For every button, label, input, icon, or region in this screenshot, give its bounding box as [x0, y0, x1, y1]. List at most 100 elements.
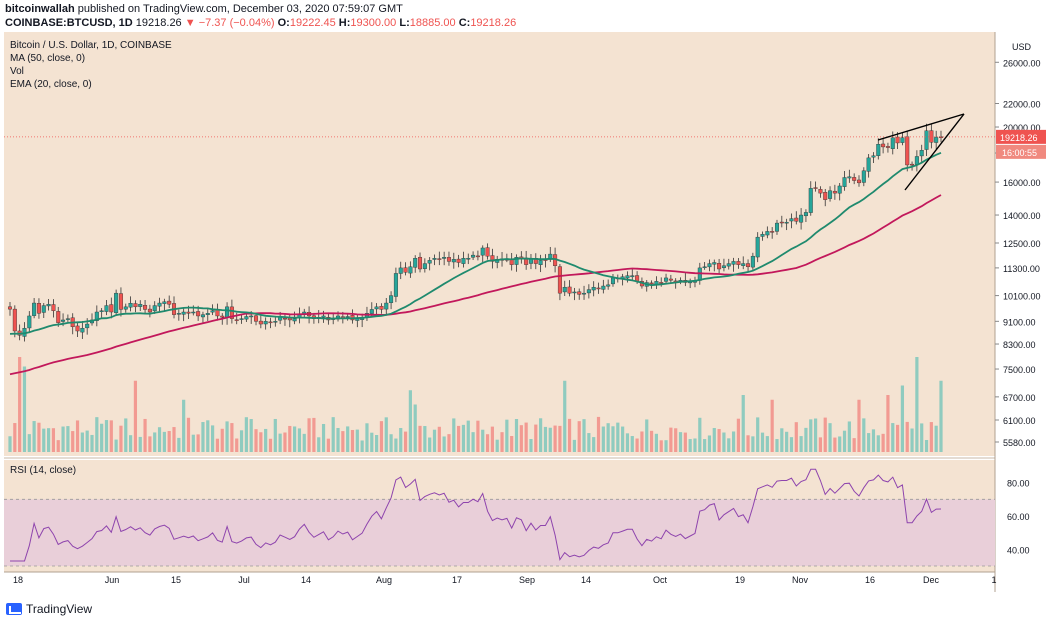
candle-body [374, 306, 379, 310]
time-axis-label: Jul [238, 575, 250, 585]
price-tick-label: 12500.00 [1003, 239, 1041, 249]
tradingview-logo-icon [6, 603, 22, 615]
candle-body [418, 256, 423, 270]
volume-bar [809, 419, 813, 452]
currency-label: USD [1012, 42, 1032, 52]
candle-body [432, 258, 437, 260]
candle-body [128, 303, 133, 308]
volume-bar [669, 427, 673, 452]
volume-bar [461, 424, 466, 452]
volume-bar [828, 423, 832, 452]
volume-bar [548, 427, 552, 452]
rsi-legend: RSI (14, close) [10, 465, 76, 476]
rsi-tick-label: 40.00 [1007, 545, 1030, 555]
candle-body [345, 316, 350, 318]
volume-bar [539, 418, 543, 452]
wedge-lower-trendline [904, 113, 965, 191]
volume-bar [8, 436, 12, 452]
volume-bar [244, 417, 248, 452]
volume-bar [582, 419, 586, 452]
candle-body [389, 295, 394, 303]
volume-bar [529, 438, 533, 452]
price-change: −7.37 (−0.04%) [198, 17, 275, 29]
candle-body [398, 267, 403, 274]
candle-body [586, 289, 591, 294]
volume-bar [355, 429, 359, 452]
candle-body [929, 130, 934, 143]
candle-body [823, 192, 828, 200]
volume-bar [842, 430, 847, 452]
volume-bar [881, 433, 885, 452]
rsi-line [10, 468, 942, 562]
last-price: 19218.26 [135, 17, 182, 29]
candle-body [114, 292, 119, 314]
candle-body [562, 286, 567, 293]
volume-bar [703, 439, 707, 452]
volume-bar [596, 416, 601, 452]
candle-body [808, 188, 813, 213]
candle-body [123, 306, 128, 310]
candle-body [919, 150, 924, 157]
volume-bar [813, 418, 818, 452]
candle-body [557, 266, 562, 294]
candle-body [393, 273, 398, 297]
time-axis-label: Dec [923, 575, 940, 585]
volume-bar [871, 429, 876, 452]
candle-body [890, 137, 895, 149]
volume-bar [616, 422, 620, 452]
volume-bar [534, 424, 538, 452]
tradingview-brand[interactable]: TradingView [6, 602, 92, 616]
volume-bar [148, 436, 152, 452]
candle-body [254, 315, 259, 322]
candle-body [702, 266, 707, 269]
volume-bar [625, 433, 630, 452]
candle-body [905, 136, 910, 166]
publish-header: bitcoinwallah published on TradingView.c… [0, 0, 1047, 30]
candle-body [770, 231, 775, 233]
volume-bar [297, 428, 302, 452]
symbol-label: COINBASE:BTCUSD, 1D [5, 17, 133, 29]
volume-bar [109, 420, 113, 452]
candle-body [451, 259, 456, 263]
volume-bar [293, 426, 297, 452]
rsi-tick-label: 60.00 [1007, 512, 1030, 522]
candle-body [577, 291, 582, 295]
volume-bar [307, 418, 311, 452]
candle-body [205, 313, 210, 315]
price-tick-label: 14000.00 [1003, 211, 1041, 221]
candle-body [480, 247, 485, 256]
volume-bar [114, 439, 118, 452]
candle-body [847, 176, 852, 179]
time-axis-label: Jun [105, 575, 120, 585]
candle-body [475, 255, 480, 258]
rsi-tick-label: 80.00 [1007, 479, 1030, 489]
volume-bar [278, 433, 282, 452]
publisher-name[interactable]: bitcoinwallah [5, 3, 75, 15]
candle-body [900, 137, 905, 143]
volume-bar [510, 436, 514, 452]
candle-body [799, 214, 804, 223]
price-tick-label: 10100.00 [1003, 292, 1041, 302]
candle-body [41, 305, 46, 313]
volume-bar [167, 430, 171, 452]
candle-body [442, 257, 447, 259]
candle-body [746, 263, 751, 268]
volume-bar [741, 395, 745, 452]
volume-bar [818, 437, 823, 452]
volume-bar [717, 429, 721, 452]
price-chart[interactable]: 26000.0022000.0020000.0018000.0016000.00… [0, 32, 1047, 598]
high-label: H: [338, 17, 351, 29]
volume-bar [350, 429, 355, 452]
volume-bar [186, 417, 191, 452]
volume-bar [399, 427, 403, 452]
candle-body [755, 236, 760, 258]
volume-bar [543, 426, 548, 452]
volume-bar [630, 436, 634, 452]
volume-bar [418, 425, 422, 452]
volume-bar [659, 440, 663, 452]
time-axis-label: 19 [735, 575, 745, 585]
candle-body [258, 320, 263, 325]
candle-body [832, 190, 837, 194]
candle-body [446, 257, 451, 262]
volume-bar [558, 425, 562, 452]
